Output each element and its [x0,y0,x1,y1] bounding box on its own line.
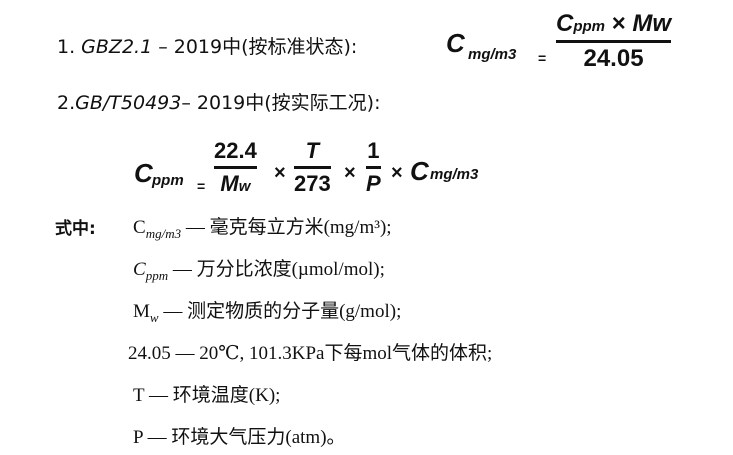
legend-item: P — 环境大气压力(atm)。 [133,422,346,449]
fraction-t-273: T 273 [294,138,331,197]
fraction-bar [294,166,331,169]
num-sub: ppm [573,18,606,35]
denominator: 24.05 [583,45,644,72]
fraction-bar [556,40,672,43]
item-number: 1. [57,36,82,58]
fraction-22-4-mw: 22.4 Mw [214,138,257,197]
symbol-sub: ppm [145,267,169,283]
times-1: × [274,162,286,184]
formula2-lhs-sub: ppm [152,172,184,189]
legend-item: T — 环境温度(K); [133,380,280,407]
line-gbz: 1. GBZ2.1 – 2019中(按标准状态): [57,32,357,59]
item-number: 2. [57,92,76,114]
times-3: × [391,162,403,184]
times-2: × [344,162,356,184]
den: M [220,171,239,196]
num: T [305,138,320,163]
description: — 测定物质的分子量(g/mol); [158,301,402,322]
times: × [611,10,626,37]
description: — 万分比浓度(µmol/mol); [168,259,385,280]
line-gbt: 2.GB/T50493– 2019中(按实际工况): [57,88,380,115]
legend-label: 式中: [55,219,96,239]
standard-code: GBZ2.1 [81,36,153,58]
standard-desc: – 2019中(按标准状态): [152,36,358,58]
symbol-sub: w [149,309,159,325]
symbol: 24.05 [128,343,171,364]
formula2-rhs: C [410,156,429,186]
num: 1 [367,138,380,163]
description: — 毫克每立方米(mg/m³); [181,217,392,238]
legend-item: Cmg/m3 — 毫克每立方米(mg/m³); [133,212,392,242]
formula1-lhs-sub: mg/m3 [468,46,517,63]
symbol: T [133,385,145,406]
description: — 20℃, 101.3KPa下每mol气体的体积; [170,343,493,364]
formula2-lhs: C [134,158,153,188]
symbol-sub: mg/m3 [145,225,182,241]
den-sub: w [238,178,251,195]
den: 273 [294,171,331,196]
legend-item: 24.05 — 20℃, 101.3KPa下每mol气体的体积; [128,338,492,365]
fraction-bar [214,166,257,169]
description: — 环境温度(K); [144,385,281,406]
formula1-fraction: Cppm × Mw 24.05 [556,10,672,73]
formula1-eq: = [538,50,547,66]
symbol: C [133,259,146,280]
symbol: M [133,301,150,322]
den: P [366,171,381,196]
legend-item: Mw — 测定物质的分子量(g/mol); [133,296,401,326]
num: 22.4 [214,138,257,163]
standard-desc: – 2019中(按实际工况): [181,92,381,114]
fraction-1-p: 1 P [366,138,381,197]
symbol: C [133,217,146,238]
num-mw: Mw [632,10,672,37]
formula2-rhs-sub: mg/m3 [430,166,479,183]
formula2-eq: = [197,178,206,194]
symbol: P [133,427,143,448]
fraction-bar [366,166,381,169]
description: — 环境大气压力(atm)。 [142,427,346,448]
standard-code: GB/T50493 [75,92,182,114]
formula1-lhs: C [446,28,465,58]
legend-item: Cppm — 万分比浓度(µmol/mol); [133,254,385,284]
num-c: C [556,10,574,37]
